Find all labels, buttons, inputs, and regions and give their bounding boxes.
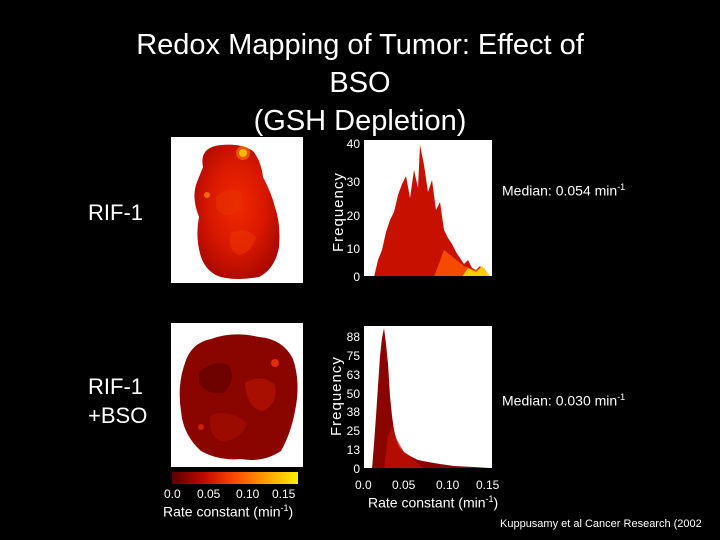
row2-median-text: Median: 0.030 min xyxy=(502,392,618,409)
row1-ytick: 40 xyxy=(346,137,360,151)
row-label-rif1: RIF-1 xyxy=(88,198,143,227)
hist-x-axis-label-end: ) xyxy=(493,494,499,511)
colorbar-tick: 0.15 xyxy=(272,487,296,501)
row2-median: Median: 0.030 min-1 xyxy=(502,392,625,409)
row2-ytick: 88 xyxy=(346,330,360,344)
slide-title: Redox Mapping of Tumor: Effect of BSO (G… xyxy=(60,26,660,140)
colorbar xyxy=(172,472,298,484)
colorbar-label-text: Rate constant (min xyxy=(163,503,281,520)
hist-x-axis-label: Rate constant (min-1) xyxy=(368,494,498,511)
histogram-rif1-bso-plot xyxy=(364,326,492,469)
row1-median-text: Median: 0.054 min xyxy=(502,182,618,199)
colorbar-label: Rate constant (min-1) xyxy=(163,503,293,520)
title-line-3: (GSH Depletion) xyxy=(253,105,467,137)
redox-map-rif1-bso-image xyxy=(179,334,298,460)
hist-xtick: 0.0 xyxy=(355,478,372,492)
redox-map-rif1-bso xyxy=(171,323,303,467)
row-label-rif1-bso: RIF-1 +BSO xyxy=(88,372,147,430)
redox-map-rif1 xyxy=(171,137,303,283)
colorbar-label-sup: -1 xyxy=(280,503,289,513)
row1-ytick: 20 xyxy=(346,209,360,223)
row2-ytick: 75 xyxy=(346,349,360,363)
colorbar-tick: 0.05 xyxy=(197,487,221,501)
citation: Kuppusamy et al Cancer Research (2002 xyxy=(500,518,702,530)
row-label-line: RIF-1 xyxy=(88,374,143,399)
colorbar-tick: 0.0 xyxy=(164,487,181,501)
colorbar-label-end: ) xyxy=(288,503,294,520)
row2-ytick: 0 xyxy=(353,462,360,476)
row-label-line: RIF-1 xyxy=(88,200,143,225)
hist-xtick: 0.05 xyxy=(392,478,416,492)
row2-ytick: 63 xyxy=(346,368,360,382)
title-line-2: BSO xyxy=(329,67,391,99)
row2-ytick: 13 xyxy=(346,443,360,457)
histogram-rif1-bso xyxy=(364,326,492,469)
hist-x-axis-label-text: Rate constant (min xyxy=(368,494,486,511)
redox-map-rif1-image xyxy=(194,144,280,279)
row1-ytick: 10 xyxy=(346,242,360,256)
histogram-rif1-plot xyxy=(364,140,492,277)
row1-ytick: 0 xyxy=(353,270,360,284)
row1-median: Median: 0.054 min-1 xyxy=(502,182,625,199)
row2-median-sup: -1 xyxy=(617,392,626,402)
row1-ytick: 30 xyxy=(346,175,360,189)
row2-ytick: 38 xyxy=(346,405,360,419)
hist-xtick: 0.15 xyxy=(476,478,500,492)
hist-xtick: 0.10 xyxy=(436,478,460,492)
title-line-1: Redox Mapping of Tumor: Effect of xyxy=(136,29,584,61)
hist-x-axis-label-sup: -1 xyxy=(485,494,494,504)
row2-ytick: 25 xyxy=(346,424,360,438)
histogram-rif1 xyxy=(364,140,492,277)
row2-ytick: 50 xyxy=(346,387,360,401)
row-label-line: +BSO xyxy=(88,403,148,428)
row1-median-sup: -1 xyxy=(617,182,626,192)
colorbar-tick: 0.10 xyxy=(236,487,260,501)
